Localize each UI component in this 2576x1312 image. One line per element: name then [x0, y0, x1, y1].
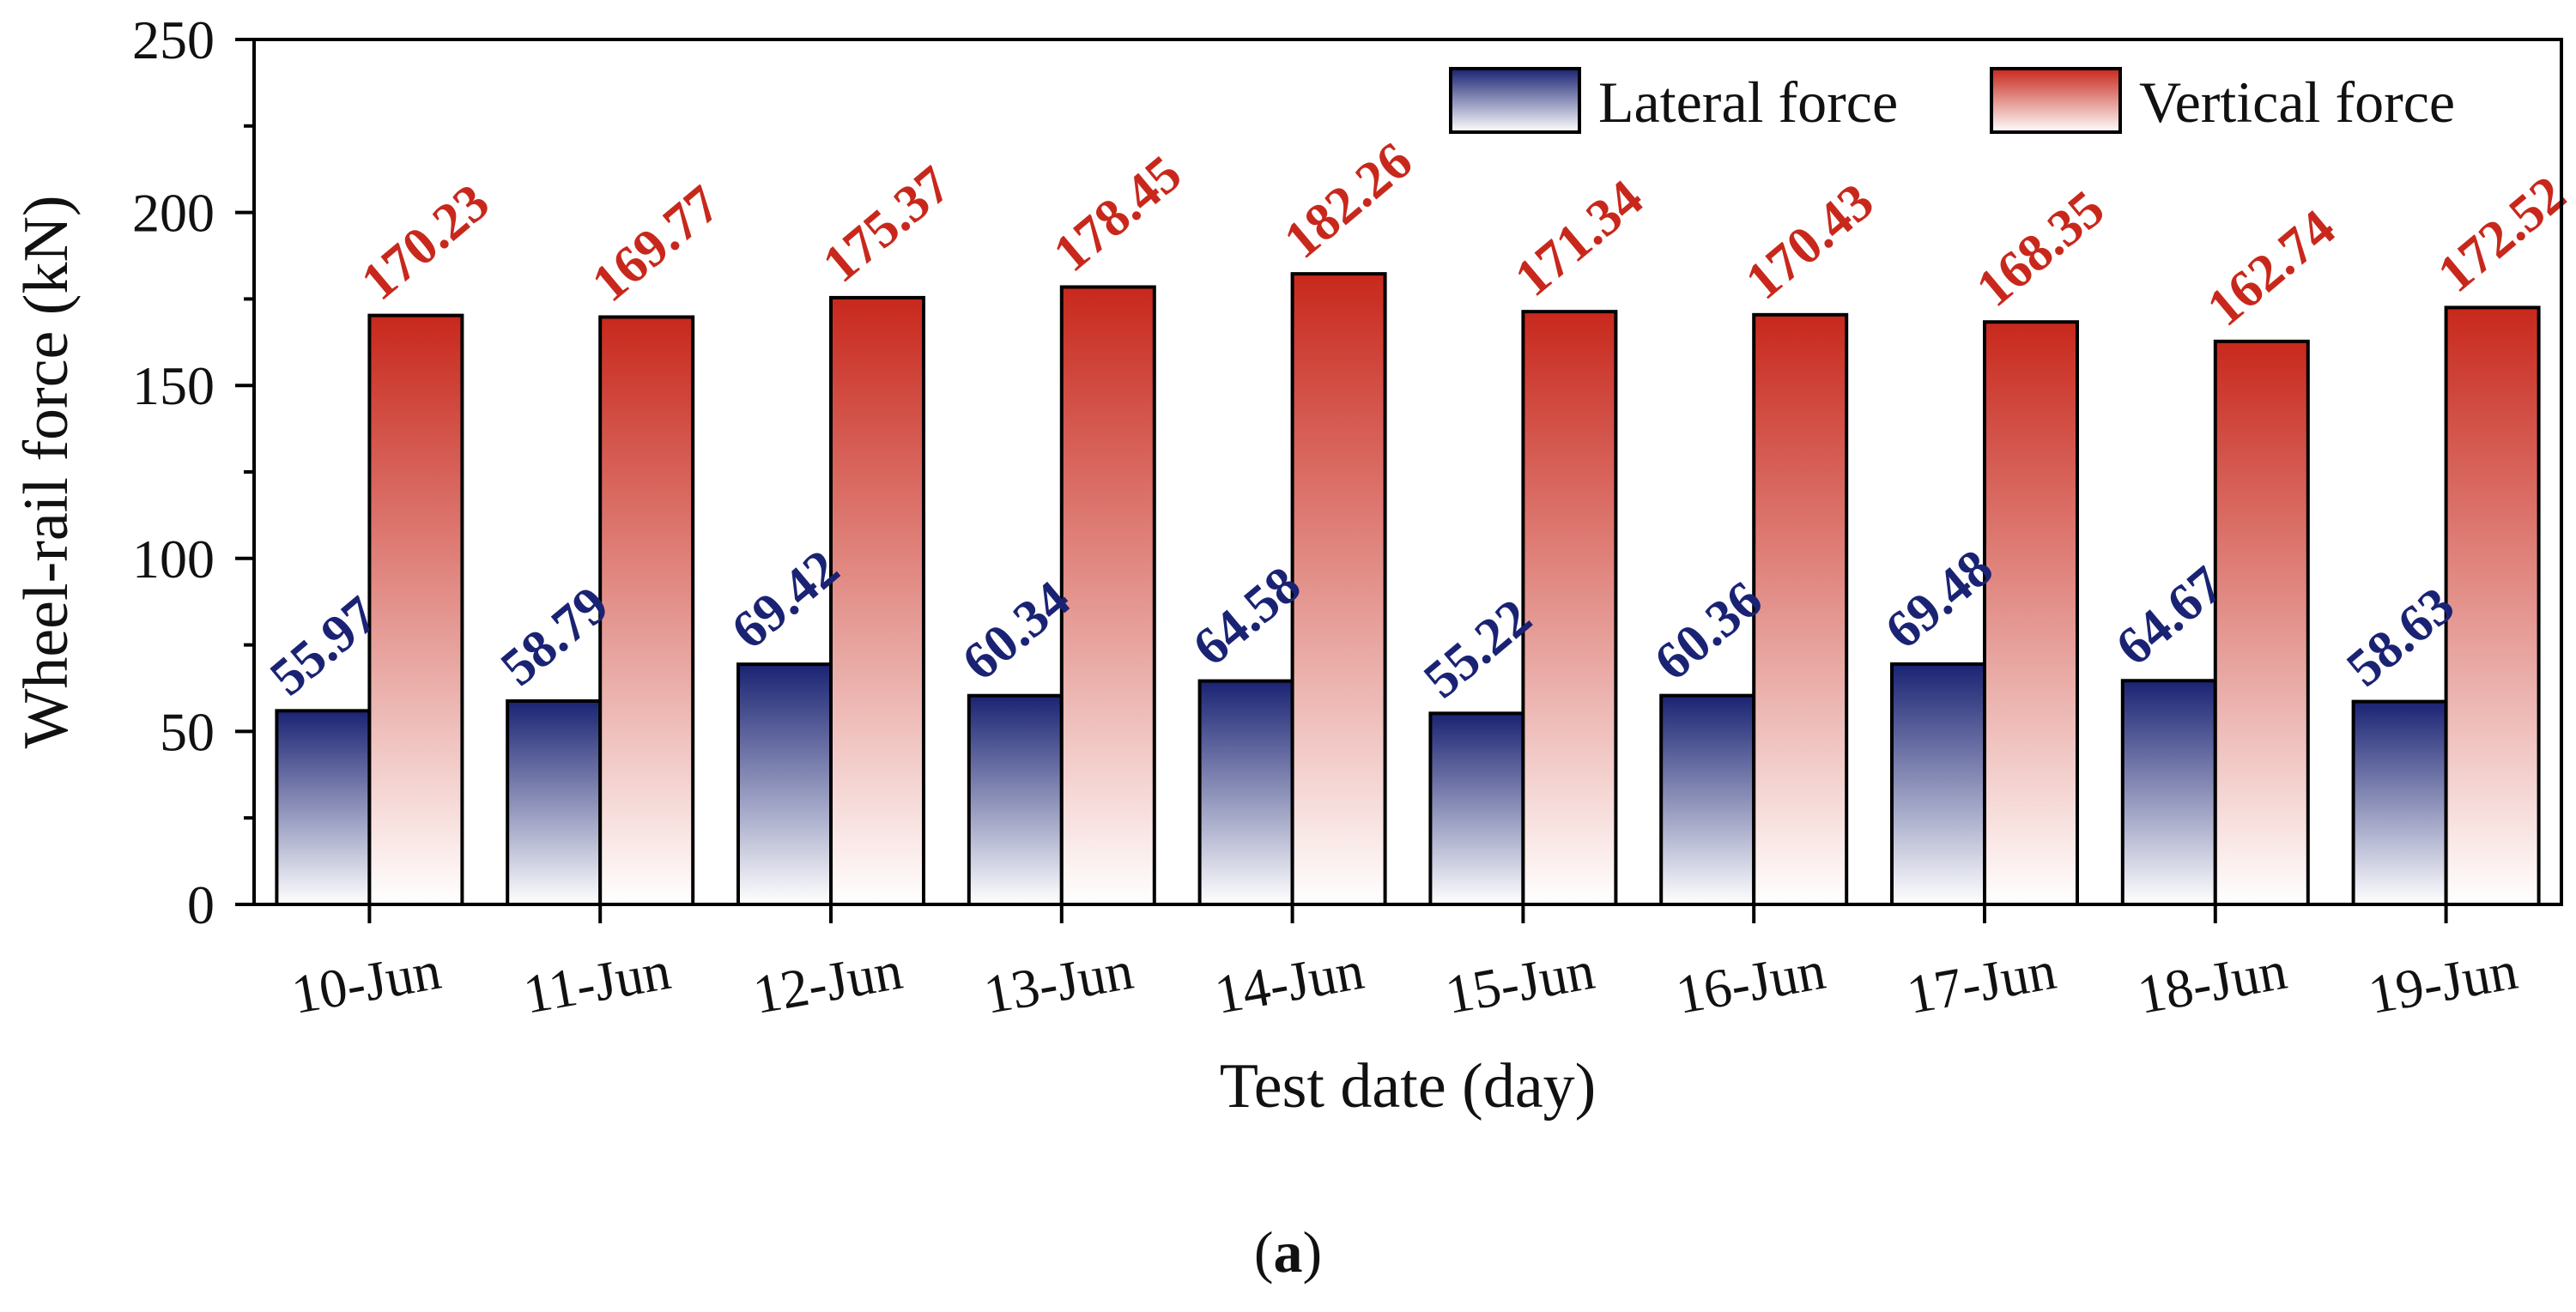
bar-vertical-force — [1983, 320, 2079, 906]
figure-caption: (a) — [1253, 1219, 1323, 1285]
legend-label-lateral: Lateral force — [1598, 70, 1898, 135]
y-tick-label: 200 — [132, 183, 215, 244]
x-tick-label: 12-Jun — [749, 940, 906, 1025]
x-tick-label: 11-Jun — [519, 940, 676, 1025]
data-label-vertical: 170.23 — [350, 172, 500, 311]
bar-lateral-force — [506, 698, 603, 907]
bar-lateral-force — [275, 709, 372, 907]
data-label-vertical: 175.37 — [812, 155, 961, 294]
data-label-vertical: 162.74 — [2197, 199, 2346, 338]
x-tick-label: 19-Jun — [2364, 940, 2522, 1025]
y-tick-label: 250 — [132, 9, 215, 70]
x-tick-label: 15-Jun — [1441, 940, 1599, 1025]
data-label-vertical: 170.43 — [1735, 172, 1884, 311]
bar-vertical-force — [1752, 312, 1849, 906]
y-tick-label: 50 — [160, 701, 215, 762]
bar-lateral-force — [1197, 679, 1294, 907]
x-tick-label: 10-Jun — [288, 940, 445, 1025]
bar-vertical-force — [2213, 339, 2310, 906]
data-label-vertical: 178.45 — [1043, 144, 1192, 283]
data-label-vertical: 182.26 — [1274, 131, 1423, 270]
bar-lateral-force — [2120, 679, 2217, 906]
bar-vertical-force — [367, 313, 464, 906]
bar-vertical-force — [829, 295, 925, 907]
data-label-vertical: 171.34 — [1504, 169, 1653, 308]
legend-swatch-lateral — [1449, 67, 1581, 134]
x-tick-label: 16-Jun — [1672, 940, 1830, 1025]
bar-vertical-force — [1521, 310, 1618, 907]
bar-vertical-force — [2444, 305, 2541, 906]
x-tick-label: 14-Jun — [1210, 940, 1368, 1025]
bar-lateral-force — [967, 693, 1064, 906]
y-axis-title: Wheel-rail force (kN) — [11, 195, 82, 748]
y-tick-label: 150 — [132, 355, 215, 416]
bar-vertical-force — [1059, 285, 1156, 906]
bar-lateral-force — [1890, 662, 1986, 906]
bar-vertical-force — [1290, 272, 1387, 906]
data-label-vertical: 169.77 — [581, 174, 730, 313]
caption-letter: a — [1273, 1219, 1303, 1285]
data-label-vertical: 172.52 — [2428, 165, 2576, 304]
bar-lateral-force — [1428, 711, 1525, 906]
x-tick-label: 17-Jun — [1902, 940, 2060, 1025]
bar-vertical-force — [598, 315, 695, 906]
legend-label-vertical: Vertical force — [2139, 70, 2455, 135]
x-tick-label: 13-Jun — [979, 940, 1137, 1025]
y-tick-label: 0 — [187, 874, 215, 935]
bar-lateral-force — [736, 662, 833, 906]
legend-swatch-vertical — [1990, 67, 2122, 134]
legend: Lateral force Vertical force — [1449, 67, 2455, 135]
bar-lateral-force — [1659, 693, 1756, 906]
bar-lateral-force — [2351, 699, 2448, 906]
x-axis-title: Test date (day) — [1220, 1051, 1597, 1122]
y-tick-label: 100 — [132, 529, 215, 589]
x-tick-label: 18-Jun — [2133, 940, 2291, 1025]
data-label-vertical: 168.35 — [1966, 179, 2115, 318]
